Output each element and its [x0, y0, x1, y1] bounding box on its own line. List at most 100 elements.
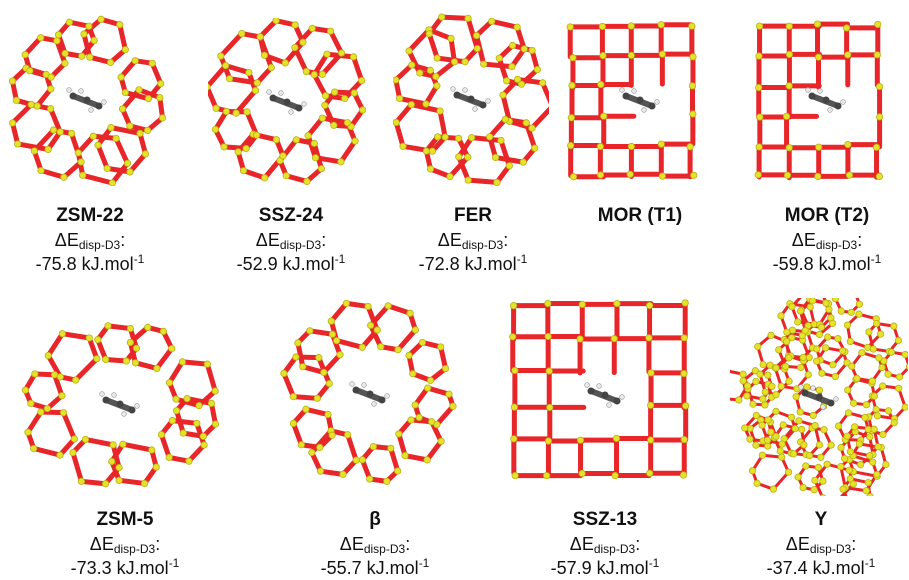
- si-atom: [773, 392, 779, 398]
- si-atom: [412, 402, 418, 408]
- si-atom: [867, 453, 873, 459]
- si-atom: [782, 363, 788, 369]
- si-atom: [57, 374, 63, 380]
- h-atom: [486, 99, 491, 104]
- energy-label: ΔEdisp-D3:: [216, 228, 366, 252]
- si-atom: [370, 443, 376, 449]
- si-atom: [116, 464, 122, 470]
- si-atom: [534, 66, 540, 72]
- si-atom: [157, 94, 163, 100]
- si-atom: [261, 52, 267, 58]
- si-atom: [122, 46, 128, 52]
- si-atom: [822, 345, 828, 351]
- si-atom: [532, 145, 538, 151]
- si-atom: [292, 44, 298, 50]
- zeolite-image-zsm22: [8, 14, 166, 186]
- si-atom: [45, 146, 51, 152]
- h-atom: [463, 88, 468, 93]
- si-atom: [204, 361, 210, 367]
- si-atom: [119, 106, 125, 112]
- si-atom: [295, 340, 301, 346]
- si-atom: [820, 478, 826, 484]
- si-atom: [873, 320, 879, 326]
- energy-value: -73.3 kJ.mol-1: [50, 556, 200, 580]
- o-bond: [492, 21, 517, 27]
- si-atom: [122, 89, 128, 95]
- si-atom: [186, 458, 192, 464]
- si-atom: [127, 169, 133, 175]
- si-atom: [611, 335, 617, 341]
- si-atom: [647, 437, 653, 443]
- si-atom: [840, 486, 846, 492]
- si-atom: [239, 30, 245, 36]
- o-bond: [76, 359, 97, 380]
- si-atom: [409, 62, 415, 68]
- zeolite-name: ZSM-5: [50, 508, 200, 532]
- si-atom: [765, 417, 771, 423]
- si-atom: [95, 142, 101, 148]
- si-atom: [47, 106, 53, 112]
- si-atom: [600, 52, 606, 58]
- zeolite-name: FER: [398, 204, 548, 228]
- si-atom: [569, 82, 575, 88]
- si-atom: [747, 436, 753, 442]
- energy-label: ΔEdisp-D3:: [752, 228, 902, 252]
- h-atom: [112, 393, 117, 398]
- h-atom: [362, 383, 367, 388]
- si-atom: [786, 145, 792, 151]
- si-atom: [25, 429, 31, 435]
- si-atom: [384, 478, 390, 484]
- si-atom: [865, 479, 871, 485]
- si-atom: [317, 468, 323, 474]
- si-atom: [599, 23, 605, 29]
- si-atom: [756, 53, 762, 59]
- si-atom: [166, 379, 172, 385]
- si-atom: [314, 395, 320, 401]
- si-atom: [627, 171, 633, 177]
- si-atom: [832, 373, 838, 379]
- si-atom: [806, 452, 812, 458]
- si-atom: [38, 409, 44, 415]
- o-bond: [63, 413, 74, 439]
- energy-value: -55.7 kJ.mol-1: [300, 556, 450, 580]
- h-atom: [135, 404, 140, 409]
- o-bond: [468, 180, 497, 182]
- si-atom: [44, 405, 50, 411]
- si-atom: [328, 318, 334, 324]
- si-atom: [850, 400, 856, 406]
- c-atom: [103, 397, 110, 404]
- si-atom: [273, 137, 279, 143]
- si-atom: [509, 63, 515, 69]
- h-atom: [67, 88, 72, 93]
- si-atom: [847, 448, 853, 454]
- si-atom: [520, 159, 526, 165]
- si-atom: [829, 320, 835, 326]
- si-atom: [801, 442, 807, 448]
- si-atom: [789, 303, 795, 309]
- si-atom: [402, 452, 408, 458]
- si-atom: [318, 165, 324, 171]
- si-atom: [309, 25, 315, 31]
- si-atom: [311, 71, 317, 77]
- si-atom: [481, 61, 487, 67]
- si-atom: [821, 427, 827, 433]
- si-atom: [895, 337, 901, 343]
- si-atom: [257, 34, 263, 40]
- si-atom: [786, 83, 792, 89]
- h-atom: [811, 386, 816, 391]
- si-atom: [863, 401, 869, 407]
- si-atom: [489, 18, 495, 24]
- si-atom: [273, 18, 279, 24]
- si-atom: [824, 461, 830, 467]
- si-atom: [62, 60, 68, 66]
- si-atom: [570, 55, 576, 61]
- si-atom: [871, 426, 877, 432]
- zeolite-name: Y: [746, 508, 896, 532]
- h-atom: [585, 383, 590, 388]
- si-atom: [434, 55, 440, 61]
- si-atom: [455, 135, 461, 141]
- si-atom: [799, 426, 805, 432]
- si-atom: [98, 16, 104, 22]
- si-atom: [777, 448, 783, 454]
- si-atom: [543, 472, 549, 478]
